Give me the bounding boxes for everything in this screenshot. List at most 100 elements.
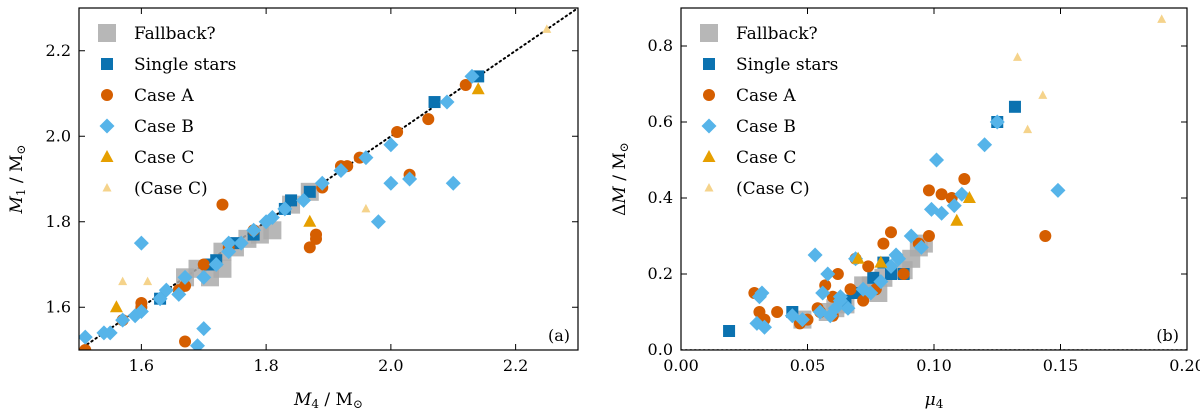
point-caseB — [221, 235, 237, 251]
legend-marker-single — [703, 58, 715, 70]
point-caseA — [935, 188, 948, 201]
axes-frame — [78, 7, 579, 351]
legend-item-caseCfaint: (Case C) — [102, 179, 208, 199]
legend-label-caseC: Case C — [736, 148, 796, 168]
legend-item-caseC: Case C — [702, 148, 796, 168]
point-caseCfaint — [361, 203, 371, 213]
legend-item-caseB: Case B — [99, 117, 194, 137]
point-caseB — [233, 235, 249, 251]
plot-area — [79, 8, 578, 350]
point-caseCfaint — [1012, 52, 1022, 61]
y-tick-label: 0.4 — [648, 188, 673, 207]
point-caseCfaint — [1023, 124, 1033, 134]
point-caseB — [464, 68, 480, 84]
legend-marker-caseCfaint — [704, 183, 714, 192]
point-caseB — [296, 192, 312, 208]
legend-item-fallback: Fallback? — [700, 24, 818, 44]
x-tick-label: 1.6 — [129, 356, 154, 375]
y-tick-label: 0.6 — [648, 112, 673, 131]
point-single — [1008, 100, 1021, 113]
point-caseC — [962, 191, 976, 203]
point-caseB — [383, 137, 399, 153]
point-caseA — [197, 258, 210, 271]
point-caseC — [851, 251, 865, 264]
point-caseCfaint — [1157, 14, 1167, 23]
point-caseB — [815, 285, 831, 301]
x-tick-label: 0.00 — [663, 356, 699, 375]
x-tick-label: 1.8 — [253, 356, 278, 375]
legend-label-single: Single stars — [736, 55, 838, 75]
point-caseB — [954, 186, 970, 202]
point-caseA — [831, 268, 844, 280]
legend-label-caseA: Case A — [134, 86, 194, 106]
point-caseB — [177, 269, 193, 285]
point-caseB — [171, 286, 187, 302]
legend-marker-caseB — [701, 118, 717, 134]
legend-label-fallback: Fallback? — [134, 24, 216, 44]
x-axis-label: M4 / M⊙ — [293, 390, 363, 411]
legend: Fallback? Single stars Case A Case B Case C (… — [700, 24, 838, 199]
legend-label-caseB: Case B — [736, 117, 796, 137]
panel-b: 0.00 0.05 0.10 0.15 0.20 0.0 0.2 0.4 0.6 0.8 μ4 ΔM … — [610, 7, 1200, 411]
y-tick-label: 1.8 — [46, 212, 71, 231]
x-axis-label: μ4 — [925, 390, 944, 411]
point-caseCfaint — [118, 276, 128, 286]
legend-marker-caseA — [703, 89, 715, 101]
point-caseA — [844, 283, 857, 296]
legend-label-caseB: Case B — [134, 117, 194, 137]
point-caseA — [877, 237, 890, 250]
point-caseA — [897, 268, 910, 280]
series-caseB — [749, 114, 1066, 335]
legend-item-caseC: Case C — [100, 148, 194, 168]
point-caseC — [874, 255, 888, 268]
point-caseB — [196, 321, 212, 337]
point-caseB — [883, 258, 899, 274]
legend-label-single: Single stars — [134, 55, 236, 75]
point-caseA — [922, 184, 935, 197]
point-caseB — [873, 274, 889, 290]
point-single — [884, 268, 897, 280]
panel-label: (a) — [548, 326, 570, 345]
legend-marker-caseC — [100, 150, 114, 162]
point-caseB — [277, 201, 293, 217]
point-caseB — [133, 304, 149, 320]
legend-label-caseC: Case C — [134, 148, 194, 168]
point-caseB — [370, 214, 386, 230]
point-caseB — [812, 304, 828, 320]
point-single — [285, 194, 298, 207]
x-tick-label: 2.0 — [378, 356, 403, 375]
point-caseB — [820, 266, 836, 282]
point-caseB — [913, 239, 929, 255]
legend-marker-caseA — [101, 89, 113, 101]
y-tick-label: 0.2 — [648, 264, 673, 283]
legend-label-fallback: Fallback? — [736, 24, 818, 44]
point-caseB — [402, 171, 418, 187]
point-caseA — [459, 78, 472, 91]
y-tick-label: 0.8 — [648, 36, 673, 55]
point-caseA — [958, 173, 971, 185]
legend-label-caseCfaint: (Case C) — [134, 179, 208, 199]
legend-item-caseA: Case A — [101, 86, 194, 106]
point-caseCfaint — [1038, 90, 1048, 99]
series-caseB — [79, 68, 480, 350]
legend-marker-caseB — [99, 118, 115, 134]
point-caseB — [196, 269, 212, 285]
point-caseB — [794, 312, 810, 328]
point-caseB — [79, 329, 93, 345]
point-caseB — [333, 162, 349, 178]
point-caseA — [303, 241, 316, 254]
point-caseA — [771, 306, 784, 318]
point-caseB — [445, 175, 461, 191]
legend-item-fallback: Fallback? — [98, 24, 216, 44]
legend-item-caseCfaint: (Case C) — [704, 179, 810, 199]
plot-area — [681, 14, 1187, 350]
point-caseB — [891, 251, 907, 267]
x-tick-label: 0.20 — [1169, 356, 1200, 375]
legend-item-single: Single stars — [703, 55, 838, 75]
x-tick-label: 0.05 — [790, 356, 826, 375]
point-caseA — [310, 228, 323, 241]
point-caseA — [391, 125, 404, 138]
point-caseB — [152, 291, 168, 307]
point-caseA — [922, 230, 935, 242]
point-caseB — [358, 150, 374, 166]
